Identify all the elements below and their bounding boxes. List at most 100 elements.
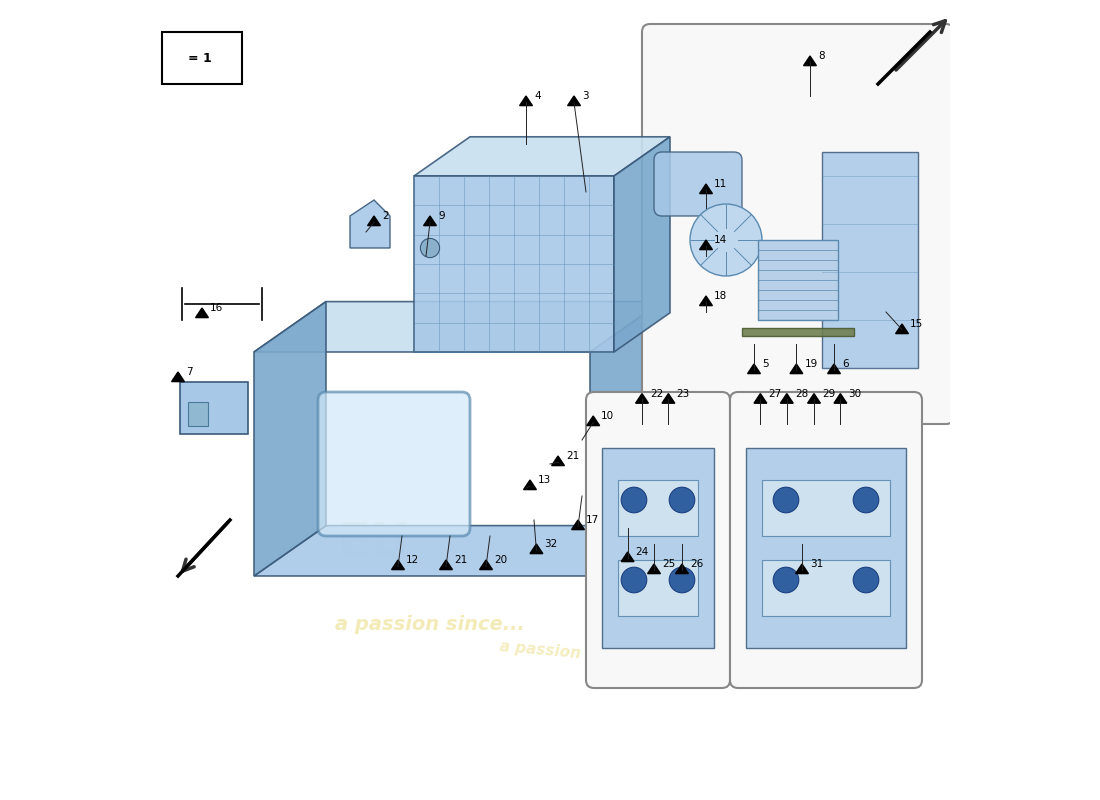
Bar: [762, 480, 890, 536]
Polygon shape: [648, 564, 660, 574]
Text: 21: 21: [454, 555, 467, 565]
Bar: [618, 480, 698, 536]
Text: 22: 22: [650, 389, 663, 398]
Polygon shape: [834, 394, 847, 403]
Bar: [618, 560, 698, 616]
Text: 31: 31: [810, 559, 823, 569]
Polygon shape: [424, 216, 437, 226]
FancyBboxPatch shape: [586, 392, 730, 688]
Text: 4: 4: [534, 91, 540, 101]
Text: 20: 20: [494, 555, 507, 565]
FancyBboxPatch shape: [654, 152, 743, 216]
Circle shape: [690, 204, 762, 276]
Text: 11: 11: [714, 179, 727, 189]
Polygon shape: [367, 216, 381, 226]
Polygon shape: [621, 552, 634, 562]
Polygon shape: [586, 416, 600, 426]
Polygon shape: [530, 544, 542, 554]
Text: 28: 28: [795, 389, 808, 398]
Text: 14: 14: [714, 235, 727, 245]
Text: 9: 9: [438, 211, 444, 221]
Text: 10: 10: [602, 411, 614, 421]
Polygon shape: [590, 302, 662, 576]
FancyBboxPatch shape: [179, 382, 249, 434]
Polygon shape: [700, 240, 713, 250]
Circle shape: [420, 238, 440, 258]
Circle shape: [669, 567, 695, 593]
Text: 21: 21: [566, 451, 580, 461]
Polygon shape: [636, 394, 648, 403]
Polygon shape: [700, 184, 713, 194]
Polygon shape: [780, 394, 793, 403]
Text: 18: 18: [714, 291, 727, 301]
Polygon shape: [551, 456, 564, 466]
Polygon shape: [414, 176, 614, 352]
Polygon shape: [350, 200, 390, 248]
Polygon shape: [822, 152, 918, 368]
Polygon shape: [254, 302, 326, 576]
Bar: [602, 448, 714, 648]
Polygon shape: [524, 480, 537, 490]
Polygon shape: [568, 96, 581, 106]
Circle shape: [773, 567, 799, 593]
Circle shape: [621, 487, 647, 513]
Polygon shape: [440, 560, 452, 570]
Polygon shape: [254, 526, 662, 576]
Text: 32: 32: [544, 539, 558, 549]
Bar: [758, 240, 838, 320]
Text: 17: 17: [586, 515, 600, 525]
FancyBboxPatch shape: [318, 392, 470, 536]
Polygon shape: [675, 564, 689, 574]
FancyBboxPatch shape: [162, 32, 242, 84]
Text: a passion for parts since...: a passion for parts since...: [499, 638, 728, 674]
Polygon shape: [790, 364, 803, 374]
Polygon shape: [700, 296, 713, 306]
Polygon shape: [172, 372, 185, 382]
Text: 15: 15: [910, 319, 923, 329]
Polygon shape: [480, 560, 493, 570]
Polygon shape: [614, 137, 670, 352]
Text: 30: 30: [848, 389, 861, 398]
Polygon shape: [804, 56, 816, 66]
Polygon shape: [754, 394, 767, 403]
Text: 5: 5: [762, 359, 769, 369]
Text: 29: 29: [822, 389, 835, 398]
FancyBboxPatch shape: [730, 392, 922, 688]
Polygon shape: [807, 394, 821, 403]
Polygon shape: [662, 394, 674, 403]
Text: 19: 19: [804, 359, 817, 369]
Bar: [188, 402, 208, 426]
Bar: [762, 560, 890, 616]
Polygon shape: [414, 137, 670, 176]
Polygon shape: [169, 54, 182, 64]
Text: 24: 24: [636, 547, 649, 557]
Polygon shape: [519, 96, 532, 106]
Circle shape: [854, 567, 879, 593]
Polygon shape: [254, 302, 662, 352]
Text: 26: 26: [690, 559, 703, 569]
Polygon shape: [742, 328, 854, 336]
Bar: [746, 448, 906, 648]
Text: a passion since...: a passion since...: [336, 614, 525, 634]
Text: 13: 13: [538, 475, 551, 485]
Text: 27: 27: [769, 389, 782, 398]
Text: 8: 8: [818, 51, 825, 61]
Polygon shape: [795, 564, 808, 574]
Polygon shape: [895, 324, 909, 334]
Text: 16: 16: [210, 303, 223, 313]
Text: 2: 2: [382, 211, 388, 221]
Text: 7: 7: [186, 367, 192, 377]
Polygon shape: [196, 308, 208, 318]
Text: 12: 12: [406, 555, 419, 565]
Text: = 1: = 1: [188, 51, 211, 65]
Polygon shape: [827, 364, 840, 374]
Circle shape: [621, 567, 647, 593]
Polygon shape: [748, 364, 760, 374]
Polygon shape: [572, 520, 584, 530]
FancyBboxPatch shape: [642, 24, 954, 424]
Text: EU: EU: [337, 520, 411, 568]
Text: 25: 25: [662, 559, 675, 569]
Text: 23: 23: [676, 389, 690, 398]
Text: 6: 6: [842, 359, 848, 369]
Polygon shape: [392, 560, 405, 570]
